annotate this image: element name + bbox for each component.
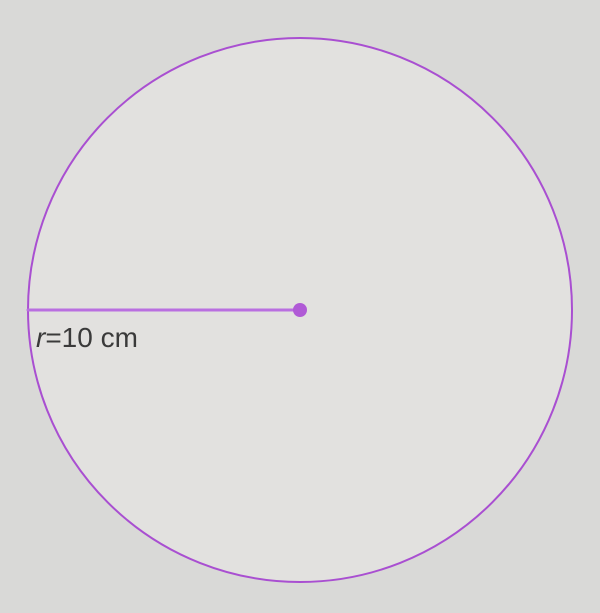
center-dot bbox=[293, 303, 307, 317]
radius-value: =10 cm bbox=[45, 322, 138, 353]
radius-variable: r bbox=[36, 322, 45, 353]
radius-label: r=10 cm bbox=[36, 322, 138, 354]
circle-diagram-svg bbox=[0, 0, 600, 613]
diagram-canvas: r=10 cm bbox=[0, 0, 600, 613]
